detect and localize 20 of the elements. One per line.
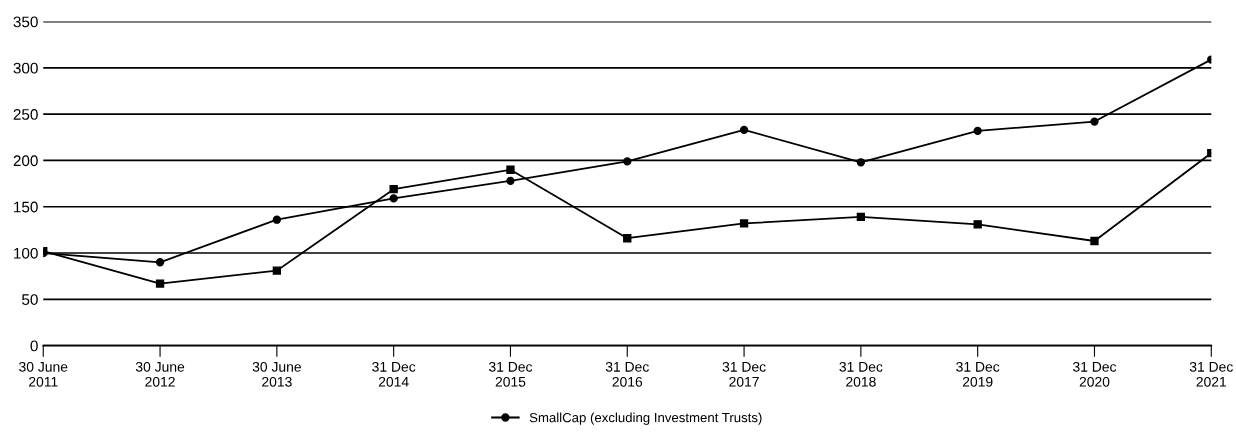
y-tick-label: 200 xyxy=(13,155,38,167)
x-tick-label: 31 Dec 2018 xyxy=(839,361,883,387)
y-tick-label: 300 xyxy=(13,62,38,74)
x-tick-label: 31 Dec 2017 xyxy=(722,361,766,387)
y-tick-label: 350 xyxy=(13,16,38,28)
y-tick-label: 0 xyxy=(30,340,38,352)
x-tick-label: 30 June 2013 xyxy=(252,361,301,387)
x-tick-label: 30 June 2011 xyxy=(19,361,68,387)
x-tick-label: 31 Dec 2014 xyxy=(372,361,416,387)
x-tick-label: 30 June 2012 xyxy=(135,361,185,387)
x-tick-label: 31 Dec 2016 xyxy=(605,361,649,387)
legend-label: SmallCap (excluding Investment Trusts) xyxy=(529,412,762,425)
x-tick-label: 31 Dec 2015 xyxy=(489,361,533,387)
y-tick-label: 150 xyxy=(14,201,38,213)
x-tick-label: 31 Dec 2020 xyxy=(1073,361,1117,387)
x-tick-label: 31 Dec 2021 xyxy=(1189,361,1233,387)
y-tick-label: 50 xyxy=(22,294,38,305)
x-tick-label: 31 Dec 2019 xyxy=(956,361,1000,387)
y-tick-label: 250 xyxy=(13,109,38,120)
y-tick-label: 100 xyxy=(14,247,38,259)
